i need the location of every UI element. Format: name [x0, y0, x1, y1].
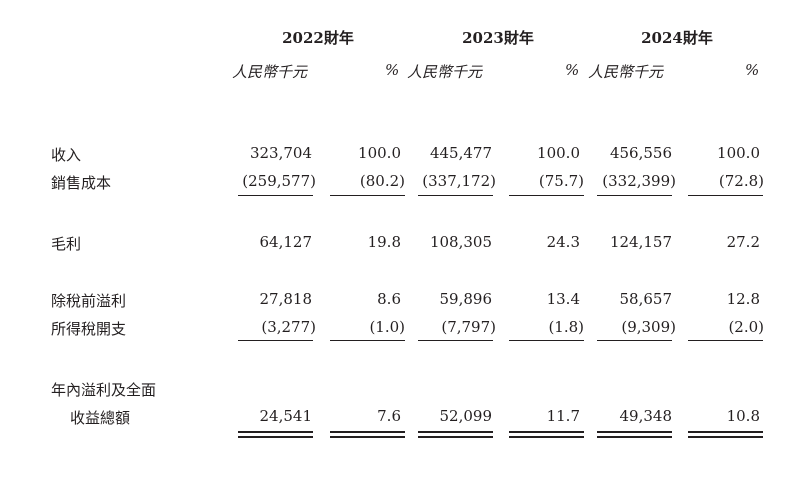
cell: (75.7)	[538, 172, 584, 190]
subtotal-rule	[597, 340, 672, 341]
subtotal-rule	[238, 340, 313, 341]
subtotal-rule	[509, 195, 584, 196]
cell: 100.0	[358, 144, 401, 162]
cell: 7.6	[377, 407, 401, 425]
unit-pct-2022: %	[385, 61, 400, 79]
unit-rmb-2024: 人民幣千元	[588, 63, 664, 81]
subtotal-rule	[238, 195, 313, 196]
year-header-2024: 2024財年	[641, 29, 713, 47]
unit-rmb-2022: 人民幣千元	[232, 63, 308, 81]
total-double-rule	[688, 431, 763, 433]
cell: (72.8)	[718, 172, 764, 190]
cell: 58,657	[619, 290, 673, 308]
cell: 12.8	[726, 290, 760, 308]
subtotal-rule	[418, 195, 493, 196]
total-double-rule	[597, 436, 672, 438]
cell: 64,127	[259, 233, 313, 251]
cell: (2.0)	[728, 318, 764, 336]
total-double-rule	[418, 436, 493, 438]
cell: 124,157	[609, 233, 672, 251]
subtotal-rule	[597, 195, 672, 196]
cell: (337,172)	[422, 172, 496, 190]
total-double-rule	[597, 431, 672, 433]
cell: 11.7	[546, 407, 580, 425]
cell: 24.3	[546, 233, 580, 251]
row-label-total-comprehensive: 年內溢利及全面	[51, 381, 157, 399]
cell: 13.4	[546, 290, 580, 308]
unit-rmb-2023: 人民幣千元	[407, 63, 483, 81]
cell: (1.8)	[548, 318, 584, 336]
row-label-total-comprehensive-2: 收益總額	[70, 409, 131, 427]
cell: (259,577)	[242, 172, 316, 190]
subtotal-rule	[330, 340, 405, 341]
total-double-rule	[330, 436, 405, 438]
cell: 108,305	[429, 233, 492, 251]
cell: 10.8	[726, 407, 760, 425]
cell: (1.0)	[369, 318, 405, 336]
cell: (9,309)	[621, 318, 676, 336]
cell: 456,556	[609, 144, 672, 162]
row-label-cost-of-sales: 銷售成本	[51, 174, 112, 192]
row-label-profit-before-tax: 除稅前溢利	[51, 292, 127, 310]
cell: 52,099	[439, 407, 493, 425]
total-double-rule	[418, 431, 493, 433]
subtotal-rule	[418, 340, 493, 341]
cell: (7,797)	[441, 318, 496, 336]
total-double-rule	[238, 436, 313, 438]
cell: 49,348	[619, 407, 673, 425]
subtotal-rule	[688, 195, 763, 196]
unit-pct-2023: %	[565, 61, 580, 79]
total-double-rule	[509, 436, 584, 438]
cell: 8.6	[377, 290, 401, 308]
cell: 59,896	[439, 290, 493, 308]
cell: 100.0	[537, 144, 580, 162]
total-double-rule	[509, 431, 584, 433]
cell: 24,541	[259, 407, 313, 425]
total-double-rule	[238, 431, 313, 433]
cell: (3,277)	[261, 318, 316, 336]
total-double-rule	[688, 436, 763, 438]
unit-pct-2024: %	[745, 61, 760, 79]
cell: 27,818	[259, 290, 313, 308]
cell: (332,399)	[602, 172, 676, 190]
year-header-2023: 2023財年	[462, 29, 534, 47]
cell: 100.0	[717, 144, 760, 162]
year-header-2022: 2022財年	[282, 29, 354, 47]
cell: 19.8	[367, 233, 401, 251]
cell: 323,704	[249, 144, 312, 162]
cell: 445,477	[429, 144, 492, 162]
row-label-revenue: 收入	[51, 146, 82, 164]
row-label-gross-profit: 毛利	[51, 235, 82, 253]
cell: (80.2)	[359, 172, 405, 190]
subtotal-rule	[330, 195, 405, 196]
subtotal-rule	[688, 340, 763, 341]
total-double-rule	[330, 431, 405, 433]
row-label-income-tax: 所得稅開支	[51, 320, 127, 338]
cell: 27.2	[726, 233, 760, 251]
subtotal-rule	[509, 340, 584, 341]
